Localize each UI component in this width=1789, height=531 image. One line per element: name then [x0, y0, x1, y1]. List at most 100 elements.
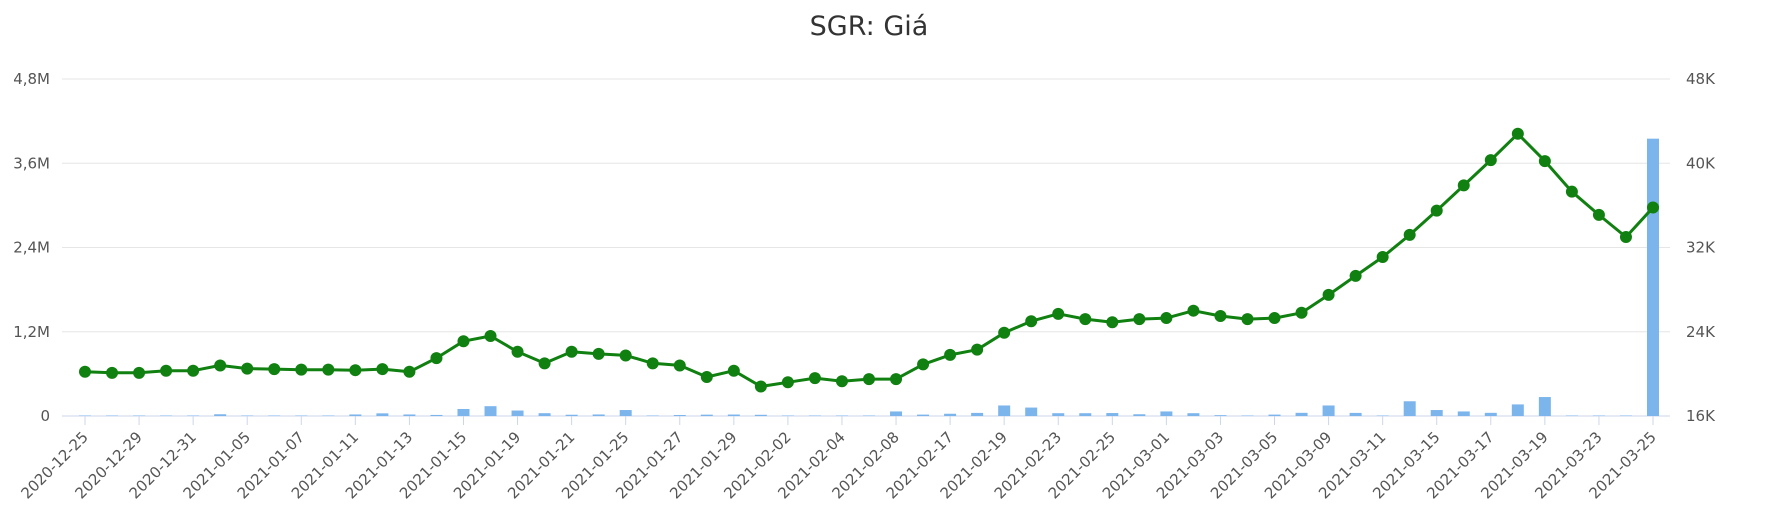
volume-bar — [971, 412, 984, 416]
left-axis-tick-label: 3,6M — [13, 154, 50, 172]
price-point — [835, 375, 848, 388]
price-point — [1187, 304, 1200, 317]
volume-bar — [538, 413, 551, 416]
price-point — [322, 363, 335, 376]
price-point — [1403, 228, 1416, 241]
chart-title: SGR: Giá — [810, 11, 929, 42]
volume-bar — [1133, 414, 1146, 416]
price-point — [1241, 313, 1254, 326]
price-point — [673, 359, 686, 372]
left-axis-tick-label: 1,2M — [13, 323, 50, 341]
volume-bar — [160, 415, 173, 416]
volume-bar — [1295, 412, 1308, 416]
volume-bar — [133, 415, 146, 416]
volume-bar — [349, 414, 362, 416]
volume-bar — [1268, 414, 1281, 416]
volume-bar — [268, 415, 281, 416]
price-point — [79, 365, 91, 378]
volume-bar — [1214, 415, 1227, 416]
price-point — [1214, 309, 1227, 322]
volume-bar — [890, 411, 903, 416]
volume-bar — [592, 414, 605, 416]
price-point — [511, 345, 524, 358]
volume-bar — [1376, 415, 1389, 416]
price-point — [1106, 316, 1119, 329]
volume-bar — [863, 415, 875, 416]
price-point — [349, 364, 362, 377]
volume-bar — [1592, 415, 1605, 416]
volume-bar — [619, 410, 632, 416]
price-point — [538, 357, 551, 370]
price-point — [133, 366, 146, 379]
volume-bar — [1025, 407, 1038, 416]
volume-bar — [781, 415, 794, 416]
price-point — [592, 347, 605, 360]
price-point — [268, 363, 281, 376]
right-axis-tick-label: 16K — [1686, 407, 1716, 425]
right-axis-tick-label: 40K — [1686, 154, 1716, 172]
price-point — [1511, 127, 1524, 140]
volume-bar — [511, 410, 524, 416]
price-line — [79, 127, 1659, 393]
volume-bar — [646, 415, 659, 416]
price-point — [1484, 154, 1497, 167]
volume-bar — [1349, 412, 1362, 416]
volume-bar — [1106, 413, 1119, 416]
price-point — [430, 352, 443, 365]
price-point — [214, 359, 227, 372]
volume-bar — [727, 414, 740, 416]
price-point — [241, 362, 254, 375]
price-point — [1079, 313, 1092, 326]
volume-bar — [457, 408, 470, 416]
price-point — [403, 365, 416, 378]
left-axis-tick-label: 4,8M — [13, 70, 50, 88]
price-point — [700, 371, 713, 384]
volume-bar — [917, 414, 930, 416]
price-point — [1268, 312, 1281, 325]
price-point — [1538, 155, 1551, 168]
price-point — [863, 373, 875, 386]
volume-bar — [1322, 405, 1335, 416]
price-point — [1647, 201, 1659, 214]
volume-bar — [1457, 411, 1470, 416]
volume-bar — [241, 415, 254, 416]
right-axis-tick-label: 48K — [1686, 70, 1716, 88]
price-point — [917, 358, 930, 371]
price-point — [1322, 288, 1335, 301]
volume-bar — [673, 415, 686, 416]
price-point — [619, 349, 632, 362]
volume-bar — [998, 405, 1011, 416]
price-point — [890, 373, 903, 386]
volume-bar — [187, 415, 200, 416]
left-axis-tick-label: 0 — [40, 407, 50, 425]
price-point — [160, 364, 173, 377]
volume-bar — [1241, 415, 1254, 416]
left-axis: 0 1,2M 2,4M 3,6M 4,8M — [13, 70, 50, 425]
price-point — [295, 363, 308, 376]
volume-bar — [1430, 410, 1443, 416]
price-point — [727, 364, 740, 377]
price-point — [106, 366, 119, 379]
volume-bar — [1647, 138, 1659, 417]
price-point — [1376, 250, 1389, 263]
volume-bar — [754, 414, 767, 416]
volume-bar — [1403, 401, 1416, 416]
price-point — [998, 326, 1011, 339]
price-point — [1025, 315, 1038, 328]
price-point — [1430, 204, 1443, 217]
gridlines — [62, 78, 1670, 417]
volume-bar — [808, 415, 821, 416]
price-point — [781, 376, 794, 389]
volume-bar — [1079, 413, 1092, 416]
volume-bar — [565, 414, 578, 416]
price-point — [808, 372, 821, 385]
price-point — [187, 364, 200, 377]
price-point — [1133, 313, 1146, 326]
volume-bar — [106, 415, 119, 416]
volume-bar — [79, 415, 91, 416]
price-point — [1349, 269, 1362, 282]
volume-bar — [1511, 404, 1524, 416]
price-point — [971, 343, 984, 356]
price-point — [1457, 179, 1470, 192]
